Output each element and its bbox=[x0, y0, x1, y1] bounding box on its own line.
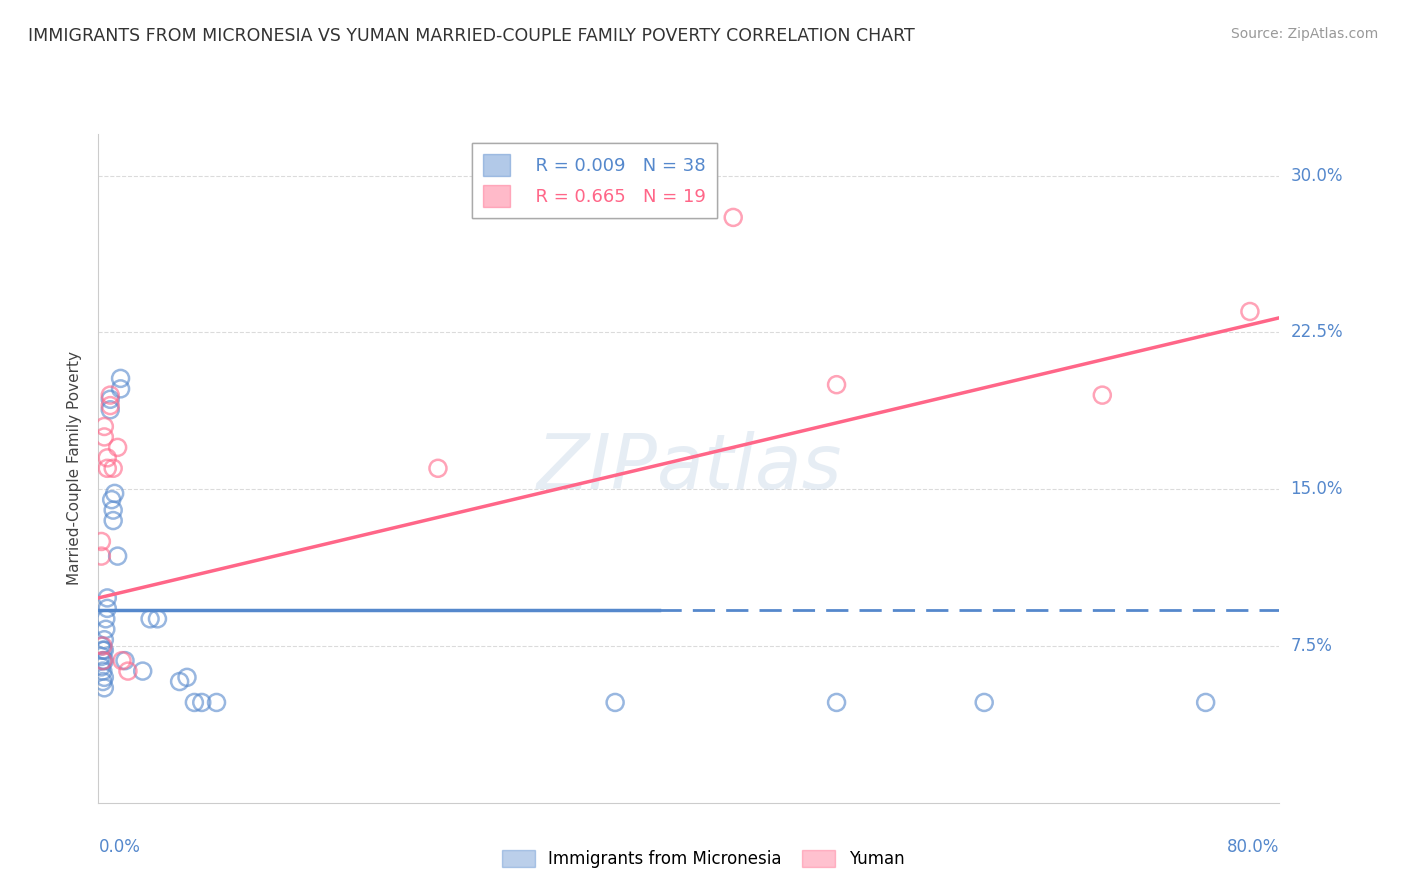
Text: IMMIGRANTS FROM MICRONESIA VS YUMAN MARRIED-COUPLE FAMILY POVERTY CORRELATION CH: IMMIGRANTS FROM MICRONESIA VS YUMAN MARR… bbox=[28, 27, 915, 45]
Point bbox=[91, 674, 114, 689]
Point bbox=[176, 670, 198, 684]
Point bbox=[103, 514, 125, 528]
Point bbox=[96, 591, 118, 605]
Point bbox=[107, 549, 129, 563]
Point bbox=[1091, 388, 1114, 402]
Point bbox=[94, 612, 117, 626]
Point bbox=[825, 377, 848, 392]
Point bbox=[91, 643, 114, 657]
Point bbox=[191, 696, 214, 710]
Point bbox=[98, 388, 121, 402]
Point bbox=[98, 402, 121, 417]
Point bbox=[427, 461, 450, 475]
Point bbox=[96, 601, 118, 615]
Point bbox=[146, 612, 169, 626]
Point bbox=[96, 450, 118, 465]
Text: 30.0%: 30.0% bbox=[1291, 167, 1343, 185]
Point bbox=[93, 430, 115, 444]
Point bbox=[721, 211, 744, 225]
Point bbox=[114, 654, 136, 668]
Point bbox=[1195, 696, 1218, 710]
Point bbox=[90, 649, 112, 664]
Point bbox=[104, 486, 127, 500]
Point bbox=[90, 639, 112, 653]
Text: 0.0%: 0.0% bbox=[98, 838, 141, 855]
Point bbox=[110, 371, 132, 385]
Text: 7.5%: 7.5% bbox=[1291, 637, 1333, 655]
Point bbox=[91, 654, 114, 668]
Point bbox=[117, 664, 139, 678]
Point bbox=[825, 696, 848, 710]
Point bbox=[91, 639, 114, 653]
Point bbox=[93, 681, 115, 695]
Point bbox=[132, 664, 155, 678]
Point bbox=[93, 654, 115, 668]
Point bbox=[111, 654, 134, 668]
Point bbox=[1239, 304, 1261, 318]
Point bbox=[94, 622, 117, 636]
Point bbox=[93, 670, 115, 684]
Point bbox=[90, 534, 112, 549]
Point bbox=[100, 492, 122, 507]
Point bbox=[98, 392, 121, 407]
Point bbox=[93, 419, 115, 434]
Point bbox=[103, 503, 125, 517]
Legend:   R = 0.009   N = 38,   R = 0.665   N = 19: R = 0.009 N = 38, R = 0.665 N = 19 bbox=[472, 143, 717, 218]
Y-axis label: Married-Couple Family Poverty: Married-Couple Family Poverty bbox=[67, 351, 83, 585]
Point bbox=[90, 660, 112, 674]
Point bbox=[91, 664, 114, 678]
Point bbox=[103, 461, 125, 475]
Point bbox=[90, 549, 112, 563]
Point bbox=[183, 696, 205, 710]
Point bbox=[91, 654, 114, 668]
Point bbox=[107, 441, 129, 455]
Point bbox=[93, 643, 115, 657]
Text: 80.0%: 80.0% bbox=[1227, 838, 1279, 855]
Point bbox=[98, 399, 121, 413]
Text: 22.5%: 22.5% bbox=[1291, 324, 1343, 342]
Point bbox=[605, 696, 627, 710]
Point bbox=[110, 382, 132, 396]
Point bbox=[139, 612, 162, 626]
Point bbox=[96, 461, 118, 475]
Point bbox=[205, 696, 228, 710]
Legend: Immigrants from Micronesia, Yuman: Immigrants from Micronesia, Yuman bbox=[495, 843, 911, 875]
Text: Source: ZipAtlas.com: Source: ZipAtlas.com bbox=[1230, 27, 1378, 41]
Point bbox=[973, 696, 995, 710]
Text: 15.0%: 15.0% bbox=[1291, 480, 1343, 499]
Point bbox=[93, 632, 115, 647]
Text: ZIPatlas: ZIPatlas bbox=[536, 432, 842, 505]
Point bbox=[169, 674, 191, 689]
